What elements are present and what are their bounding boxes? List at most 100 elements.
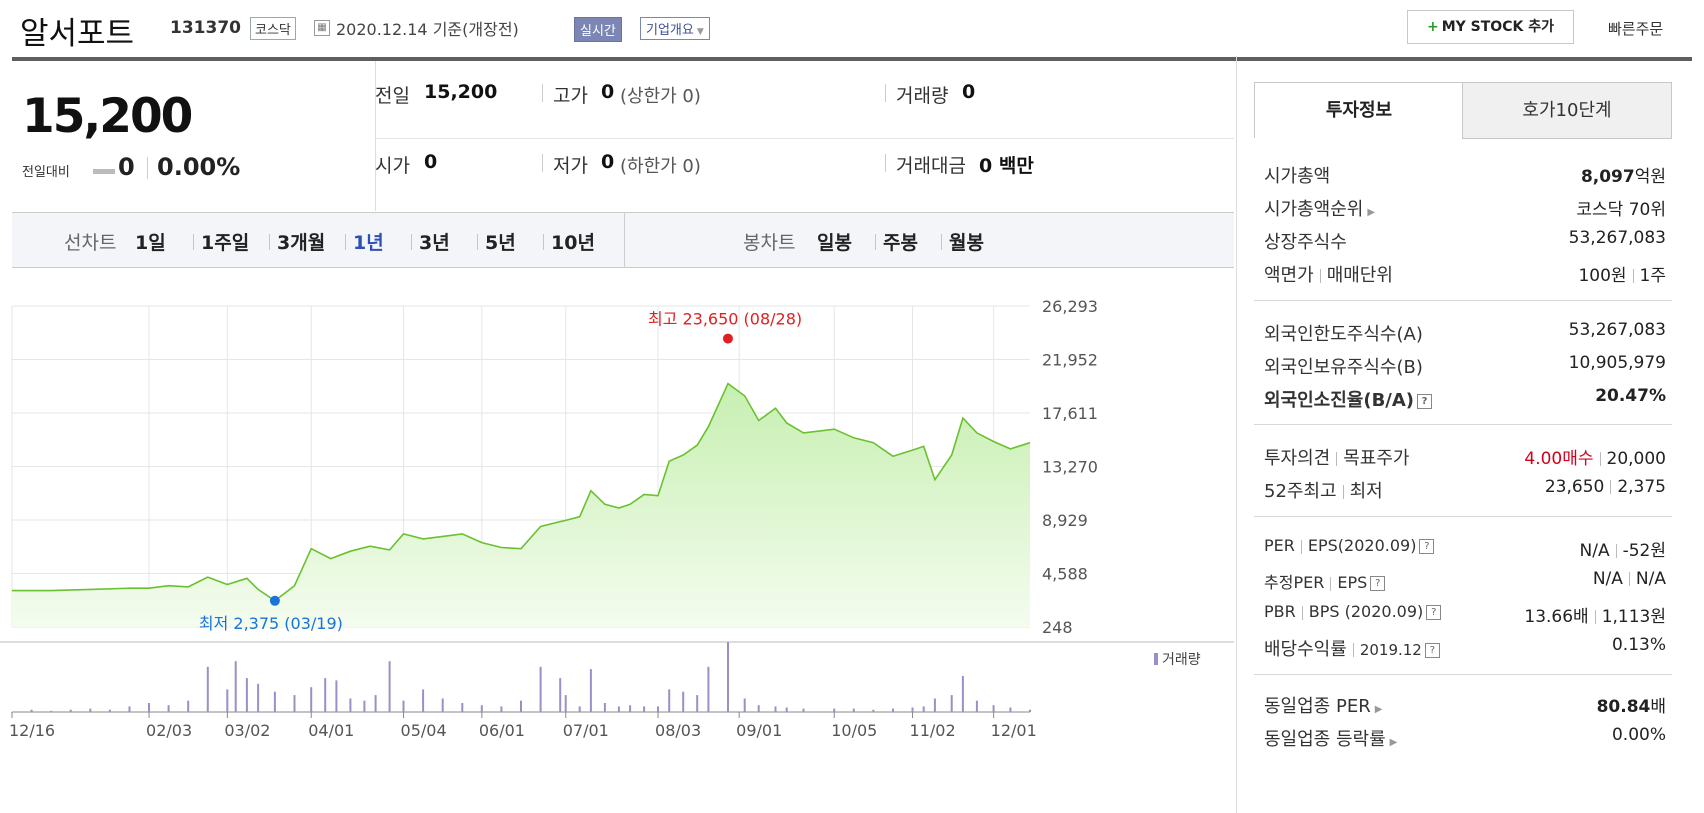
open-label: 시가 [375, 155, 410, 177]
period-divider [269, 234, 270, 250]
divider [147, 157, 148, 179]
candle-period-1[interactable]: 주봉 [883, 232, 918, 254]
volume-bar [234, 661, 237, 712]
divider [1336, 452, 1338, 466]
x-tick-label: 03/02 [224, 721, 270, 740]
divider [1632, 269, 1634, 283]
pbr-label: PBR [1264, 602, 1296, 621]
est-per-label: 추정PER [1264, 573, 1325, 592]
eps-label: EPS(2020.09) [1307, 536, 1417, 555]
divider [1330, 576, 1332, 591]
x-tick-label: 07/01 [563, 721, 609, 740]
dividend-label: 배당수익률 [1264, 639, 1347, 660]
volume-bar [257, 683, 260, 712]
w52-labels: 52주최고 최저 [1264, 477, 1383, 503]
open-value: 0 [424, 151, 438, 173]
line-period-0[interactable]: 1일 [135, 232, 166, 254]
quick-order-link[interactable]: 빠른주문 [1608, 20, 1664, 38]
industry-change-value: 0.00% [1611, 725, 1666, 745]
price-chart[interactable]: 최고 23,650 (08/28) 최저 2,375 (03/19) 26,293… [0, 290, 1234, 813]
period-divider [411, 234, 412, 250]
industry-per-link[interactable]: 동일업종 PER ▶ [1264, 692, 1382, 718]
par-value: 100원 [1578, 266, 1627, 286]
volume-bar [128, 706, 131, 712]
line-period-2[interactable]: 3개월 [277, 232, 326, 254]
help-icon[interactable]: ? [1426, 605, 1442, 620]
volume-label: 거래량 [896, 85, 949, 107]
divider [1300, 539, 1302, 554]
volume-bar [922, 706, 925, 712]
industry-per-label: 동일업종 PER [1264, 696, 1371, 717]
x-tick-label: 04/01 [308, 721, 354, 740]
volume-bars [11, 642, 1031, 713]
help-icon[interactable]: ? [1417, 393, 1433, 409]
period-divider [875, 234, 876, 250]
volume-bar [933, 698, 936, 712]
x-axis-ticks: 12/16 02/03 03/02 04/01 05/04 06/01 07/01 08/03… [9, 712, 1037, 740]
tab-invest-info[interactable]: 투자정보 [1254, 82, 1464, 138]
line-period-6[interactable]: 10년 [551, 232, 595, 254]
my-stock-label: MY STOCK 추가 [1441, 19, 1554, 35]
y-tick-label: 21,952 [1042, 351, 1098, 370]
corp-overview-dropdown[interactable]: 기업개요 ▼ [640, 17, 710, 40]
period-divider [193, 234, 194, 250]
candle-period-2[interactable]: 월봉 [949, 232, 984, 254]
est-eps-label: EPS [1337, 573, 1368, 592]
volume-bar [852, 708, 855, 712]
volume-bar [500, 706, 503, 712]
extreme-markers: 최고 23,650 (08/28) 최저 2,375 (03/19) [199, 310, 802, 633]
volume-bar [363, 700, 366, 712]
period-divider [543, 234, 544, 250]
opinion-target-labels: 투자의견 목표주가 [1264, 444, 1410, 470]
page-header: 알서포트 131370 코스닥 ▦ 2020.12.14 기준(개장전) 실시간… [0, 0, 1704, 56]
candle-period-0[interactable]: 일봉 [817, 232, 852, 254]
period-divider [477, 234, 478, 250]
y-tick-label: 17,611 [1042, 404, 1098, 423]
panel-divider [1236, 56, 1237, 813]
candle-chart-label: 봉차트 [743, 232, 796, 254]
help-icon[interactable]: ? [1424, 642, 1440, 658]
my-stock-add-button[interactable]: + MY STOCK 추가 [1407, 10, 1574, 44]
change-percent: 0.00% [157, 153, 241, 181]
line-period-3[interactable]: 1년 [353, 232, 384, 254]
chevron-right-icon: ▶ [1367, 207, 1376, 218]
prev-close-value: 15,200 [424, 81, 498, 103]
line-period-4[interactable]: 3년 [419, 232, 450, 254]
w52-low-value: 2,375 [1617, 477, 1666, 497]
divider [1319, 269, 1321, 283]
divider [542, 84, 543, 102]
tab-orderbook-10[interactable]: 호가10단계 [1462, 82, 1672, 139]
industry-change-link[interactable]: 동일업종 등락률 ▶ [1264, 725, 1397, 751]
x-tick-label: 12/16 [9, 721, 55, 740]
change-label: 전일대비 [22, 165, 70, 180]
realtime-button[interactable]: 실시간 [574, 17, 622, 42]
dividend-value: 0.13% [1611, 635, 1666, 655]
foreign-hold-value: 10,905,979 [1568, 353, 1666, 373]
industry-per-value: 80.84배 [1440, 692, 1666, 717]
line-period-5[interactable]: 5년 [485, 232, 516, 254]
chevron-down-icon: ▼ [696, 27, 704, 37]
volume-bar [293, 695, 296, 712]
volume-bar [578, 706, 581, 712]
volume-bar [802, 708, 805, 712]
help-icon[interactable]: ? [1419, 539, 1435, 554]
volume-bar [564, 695, 567, 712]
volume-bar [774, 706, 777, 712]
opinion-label: 투자의견 [1264, 448, 1331, 469]
period-divider [345, 234, 346, 250]
eps-value: -52원 [1622, 541, 1666, 561]
chevron-right-icon: ▶ [1389, 737, 1398, 748]
market-cap-rank-link[interactable]: 시가총액순위 ▶ [1264, 195, 1375, 221]
help-icon[interactable]: ? [1370, 576, 1386, 591]
volume-bar [480, 705, 483, 712]
line-period-1[interactable]: 1주일 [201, 232, 250, 254]
divider [1352, 643, 1354, 657]
bps-label: BPS (2020.09) [1308, 602, 1424, 621]
industry-change-label: 동일업종 등락률 [1264, 729, 1386, 750]
divider [1628, 572, 1630, 586]
foreign-ratio-label: 외국인소진율(B/A) [1264, 390, 1415, 411]
volume-bar [727, 642, 729, 712]
par-label: 액면가 [1264, 265, 1314, 286]
market-cap-unit: 억원 [1634, 167, 1666, 187]
volume-bar [589, 669, 592, 712]
